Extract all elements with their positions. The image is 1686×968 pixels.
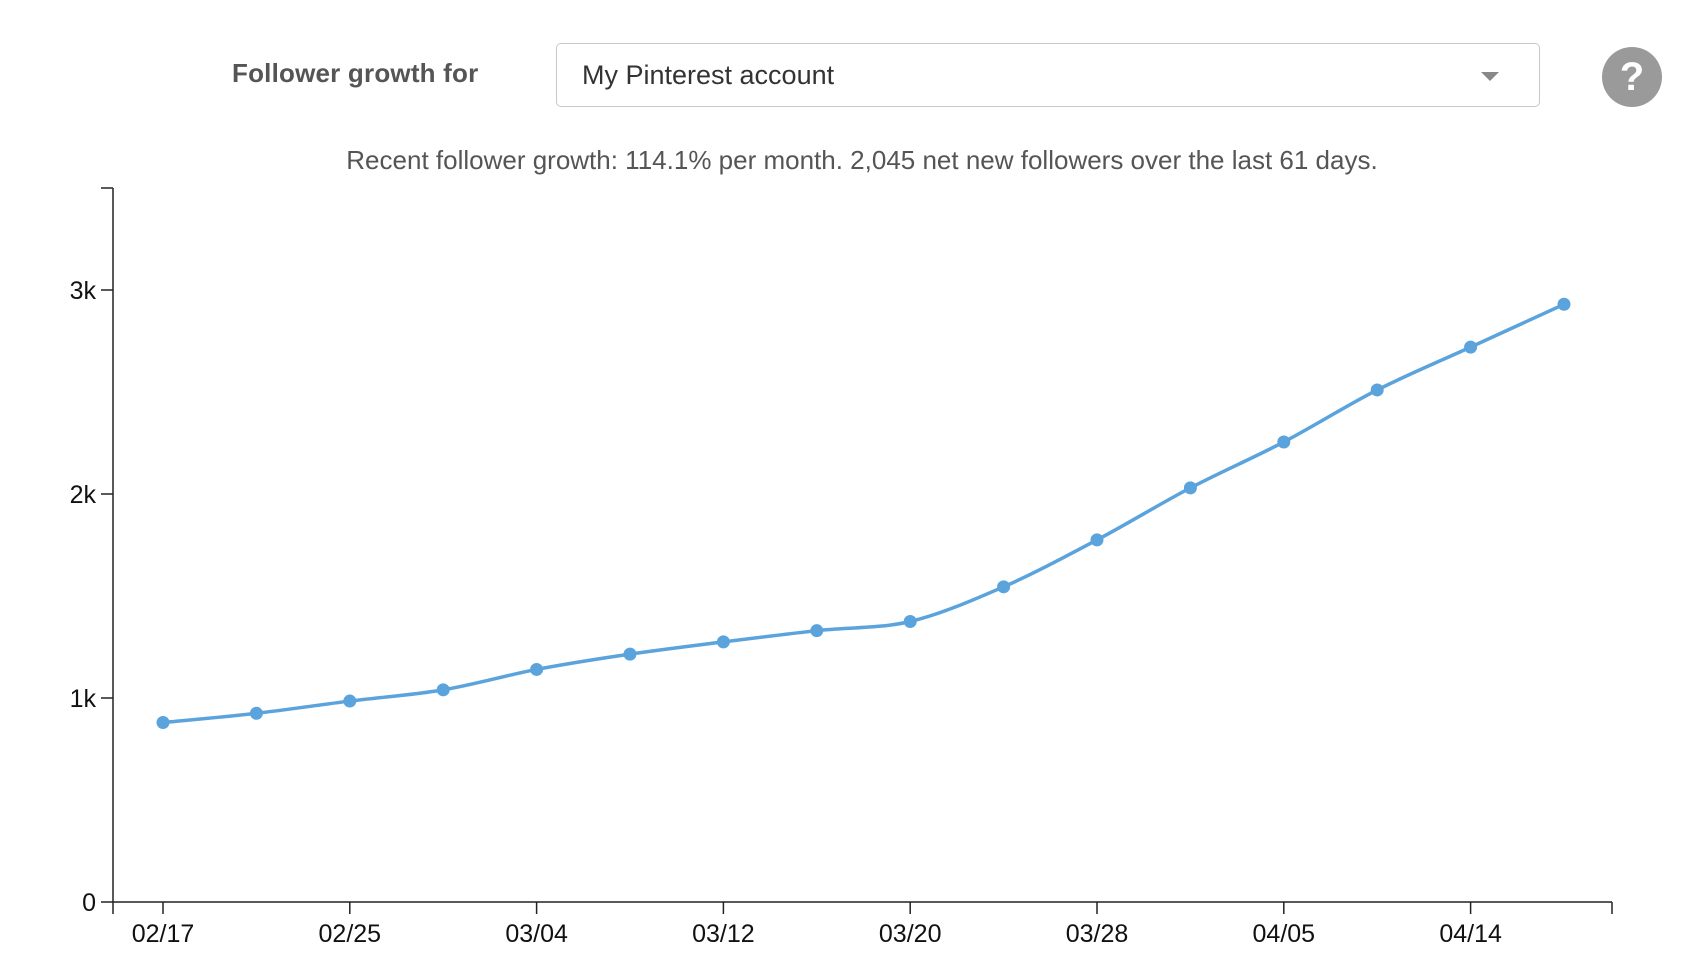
data-point [716, 635, 730, 649]
data-point [1557, 297, 1571, 311]
data-point [530, 662, 544, 676]
chart-ticks: 0 1k 2k 3k 02/17 02/25 03/04 03/12 03/20 03/28 04/… [70, 277, 1502, 948]
account-select-dropdown[interactable]: My Pinterest account [556, 43, 1540, 107]
x-tick-label: 03/12 [692, 920, 755, 948]
series-line [162, 302, 1565, 725]
chart-axes [101, 187, 1613, 914]
x-tick-label: 03/28 [1066, 920, 1129, 948]
data-point [1277, 435, 1291, 449]
data-point [436, 683, 450, 697]
data-point [903, 615, 917, 628]
data-point [810, 624, 824, 638]
data-point [249, 706, 263, 720]
y-tick-label: 1k [70, 685, 97, 713]
x-tick-label: 03/20 [879, 920, 942, 948]
x-tick-label: 03/04 [505, 920, 568, 948]
chart-series [156, 297, 1571, 729]
x-tick-label: 02/25 [319, 920, 382, 948]
growth-summary: Recent follower growth: 114.1% per month… [346, 145, 1378, 175]
data-point [1464, 340, 1478, 354]
y-tick-label: 3k [70, 277, 97, 305]
data-point [156, 715, 170, 729]
data-point [343, 694, 357, 708]
data-point [1090, 533, 1104, 547]
x-tick-label: 04/14 [1439, 920, 1502, 948]
data-point [623, 647, 637, 661]
y-tick-label: 2k [70, 481, 97, 509]
x-tick-label: 04/05 [1253, 920, 1316, 948]
data-point [1370, 383, 1384, 397]
account-select-value: My Pinterest account [582, 60, 835, 90]
data-point [997, 580, 1011, 594]
data-point [1183, 481, 1197, 495]
follower-growth-label: Follower growth for [232, 58, 479, 88]
chevron-down-icon [1481, 72, 1499, 81]
y-tick-label: 0 [82, 889, 96, 917]
question-mark-icon[interactable]: ? [1602, 47, 1662, 107]
x-tick-label: 02/17 [132, 920, 195, 948]
